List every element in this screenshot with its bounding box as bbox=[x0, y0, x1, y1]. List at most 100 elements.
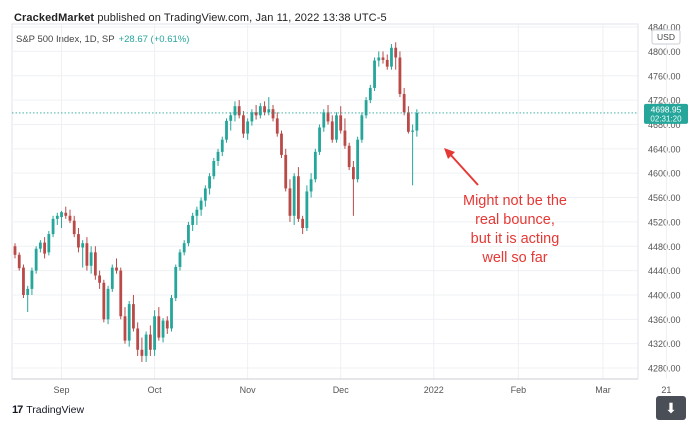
candle-body[interactable] bbox=[280, 133, 283, 155]
candle-body[interactable] bbox=[81, 243, 85, 248]
candle-body[interactable] bbox=[373, 60, 376, 88]
candle-body[interactable] bbox=[17, 254, 21, 269]
candle-body[interactable] bbox=[182, 243, 186, 253]
candle-body[interactable] bbox=[140, 349, 144, 356]
candle-body[interactable] bbox=[309, 179, 313, 192]
candle-body[interactable] bbox=[267, 109, 271, 113]
candle-body[interactable] bbox=[157, 316, 161, 338]
candle-body[interactable] bbox=[364, 100, 368, 116]
candle-body[interactable] bbox=[153, 316, 156, 350]
candle-body[interactable] bbox=[313, 151, 317, 180]
candle-body[interactable] bbox=[127, 304, 131, 341]
candle-body[interactable] bbox=[199, 200, 203, 210]
candle-body[interactable] bbox=[106, 288, 110, 320]
candle-body[interactable] bbox=[55, 215, 59, 219]
candle-body[interactable] bbox=[64, 212, 68, 216]
candle-body[interactable] bbox=[326, 112, 330, 122]
candle-body[interactable] bbox=[220, 139, 224, 152]
candle-body[interactable] bbox=[144, 334, 148, 356]
candle-body[interactable] bbox=[85, 243, 89, 266]
candle-body[interactable] bbox=[178, 252, 182, 267]
candle-body[interactable] bbox=[165, 320, 169, 329]
candle-body[interactable] bbox=[26, 288, 30, 295]
candle-body[interactable] bbox=[43, 242, 47, 254]
candle-body[interactable] bbox=[347, 145, 351, 168]
candle-body[interactable] bbox=[93, 252, 97, 276]
candle-body[interactable] bbox=[288, 188, 292, 216]
candle-body[interactable] bbox=[203, 188, 207, 201]
candle-body[interactable] bbox=[136, 328, 140, 350]
candle-body[interactable] bbox=[195, 209, 199, 216]
candle-body[interactable] bbox=[51, 218, 55, 235]
candle-body[interactable] bbox=[254, 112, 258, 116]
candle-body[interactable] bbox=[258, 106, 262, 116]
candle-body[interactable] bbox=[411, 130, 415, 132]
candle-body[interactable] bbox=[208, 176, 211, 189]
candle-body[interactable] bbox=[275, 118, 279, 134]
tradingview-brand[interactable]: 17 TradingView bbox=[12, 404, 84, 416]
candle-body[interactable] bbox=[30, 270, 34, 289]
candle-body[interactable] bbox=[385, 59, 389, 67]
publisher-name[interactable]: CrackedMarket bbox=[14, 12, 95, 24]
candle-body[interactable] bbox=[191, 215, 195, 225]
candle-body[interactable] bbox=[38, 242, 42, 249]
download-button[interactable]: ⬇ bbox=[656, 396, 686, 420]
candle-body[interactable] bbox=[360, 115, 364, 140]
candle-body[interactable] bbox=[89, 252, 93, 266]
candle-body[interactable] bbox=[381, 57, 385, 60]
candle-body[interactable] bbox=[22, 267, 25, 295]
candle-body[interactable] bbox=[271, 109, 275, 119]
candle-body[interactable] bbox=[263, 106, 266, 113]
candle-body[interactable] bbox=[292, 176, 296, 216]
candle-body[interactable] bbox=[110, 267, 114, 289]
candle-body[interactable] bbox=[60, 212, 63, 218]
candle-body[interactable] bbox=[242, 115, 245, 134]
candle-body[interactable] bbox=[161, 320, 165, 338]
candle-body[interactable] bbox=[13, 246, 17, 255]
candle-body[interactable] bbox=[225, 120, 228, 140]
candle-body[interactable] bbox=[148, 334, 152, 350]
candle-body[interactable] bbox=[34, 248, 38, 271]
candle-body[interactable] bbox=[297, 176, 300, 219]
candle-body[interactable] bbox=[170, 298, 173, 329]
candle-body[interactable] bbox=[115, 267, 118, 271]
candle-body[interactable] bbox=[406, 112, 410, 132]
candle-body[interactable] bbox=[377, 57, 381, 61]
candle-body[interactable] bbox=[187, 224, 190, 244]
candle-body[interactable] bbox=[119, 270, 123, 317]
candle-body[interactable] bbox=[339, 115, 343, 131]
candle-body[interactable] bbox=[132, 304, 135, 329]
candle-body[interactable] bbox=[335, 115, 338, 140]
candle-body[interactable] bbox=[301, 218, 305, 228]
candle-body[interactable] bbox=[343, 130, 347, 146]
candle-body[interactable] bbox=[322, 112, 326, 128]
candle-body[interactable] bbox=[216, 151, 220, 162]
candle-body[interactable] bbox=[390, 47, 393, 67]
candle-body[interactable] bbox=[68, 215, 72, 221]
candle-body[interactable] bbox=[212, 161, 216, 177]
candle-body[interactable] bbox=[123, 316, 127, 341]
candle-body[interactable] bbox=[305, 191, 309, 228]
candle-body[interactable] bbox=[174, 266, 178, 299]
candle-body[interactable] bbox=[352, 167, 355, 180]
candle-body[interactable] bbox=[250, 112, 254, 122]
candle-body[interactable] bbox=[102, 282, 106, 320]
candle-body[interactable] bbox=[237, 106, 241, 116]
candle-body[interactable] bbox=[229, 115, 233, 121]
candle-body[interactable] bbox=[246, 121, 250, 134]
candle-body[interactable] bbox=[318, 127, 321, 152]
candle-body[interactable] bbox=[98, 275, 101, 283]
candle-body[interactable] bbox=[398, 57, 402, 95]
candle-body[interactable] bbox=[394, 47, 398, 58]
candle-body[interactable] bbox=[72, 220, 76, 235]
candle-body[interactable] bbox=[402, 94, 406, 113]
candle-body[interactable] bbox=[284, 154, 288, 189]
candle-body[interactable] bbox=[330, 121, 334, 140]
candle-body[interactable] bbox=[356, 139, 360, 180]
candle-body[interactable] bbox=[233, 106, 237, 116]
candle-body[interactable] bbox=[368, 87, 372, 101]
candle-body[interactable] bbox=[415, 112, 419, 131]
candle-body[interactable] bbox=[77, 234, 80, 248]
candle-body[interactable] bbox=[47, 234, 51, 253]
